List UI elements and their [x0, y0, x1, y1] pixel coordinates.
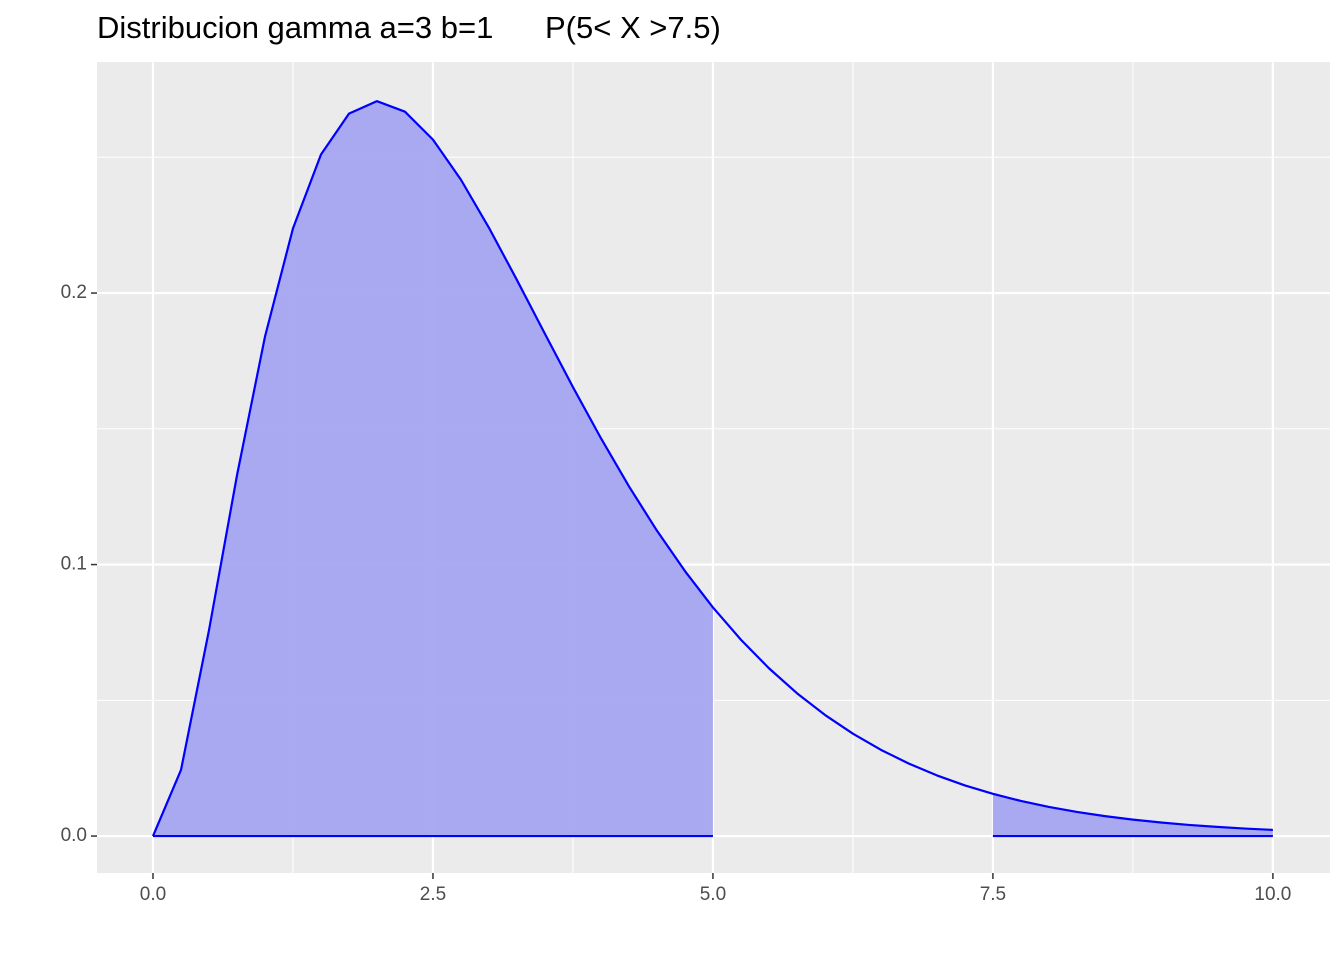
y-tick-label: 0.1	[61, 554, 87, 575]
x-tick-label: 2.5	[420, 884, 446, 905]
density-line	[151, 100, 1273, 837]
x-tick-label: 5.0	[700, 884, 726, 905]
y-tick-label: 0.2	[61, 282, 87, 303]
x-tick-label: 7.5	[980, 884, 1006, 905]
shaded-area	[152, 101, 713, 837]
x-tick-label: 10.0	[1254, 884, 1291, 905]
y-tick-label: 0.0	[61, 825, 87, 846]
shaded-area	[992, 793, 1273, 837]
x-tick-label: 0.0	[140, 884, 166, 905]
chart-title: Distribucion gamma a=3 b=1 P(5< X >7.5)	[97, 10, 721, 45]
